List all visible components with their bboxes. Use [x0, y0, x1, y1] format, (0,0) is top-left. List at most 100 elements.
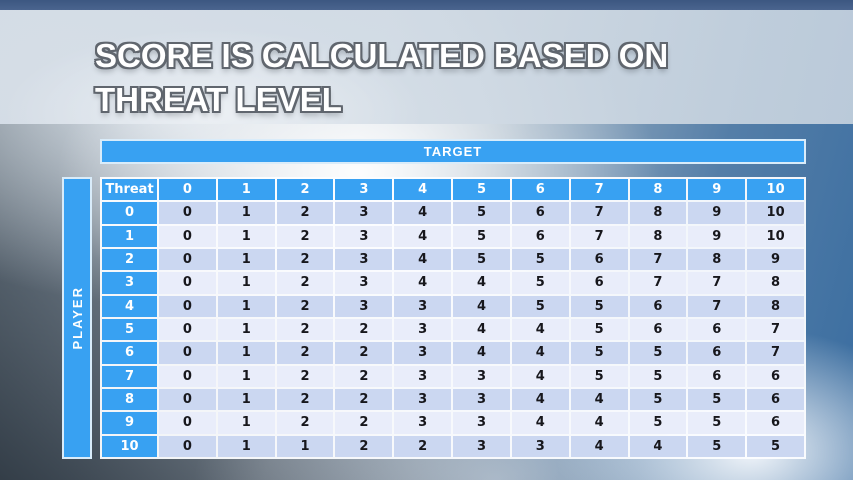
score-cell: 2: [335, 318, 393, 341]
score-cell: 3: [335, 295, 393, 317]
score-cell: 5: [511, 295, 569, 317]
score-cell: 5: [688, 412, 746, 434]
score-cell: 2: [276, 318, 334, 341]
score-cell: 2: [276, 412, 334, 434]
row-header-threat-7: 7: [102, 365, 157, 387]
score-cell: 6: [570, 272, 628, 294]
matrix-header-row: Threat 0 1 2 3 4 5 6 7 8 9 10: [102, 179, 804, 201]
row-header-threat-5: 5: [102, 318, 157, 341]
score-cell: 6: [688, 318, 746, 341]
score-cell: 4: [394, 225, 452, 247]
score-cell: 1: [217, 248, 275, 271]
score-cell: 6: [570, 248, 628, 271]
score-cell: 3: [453, 435, 510, 457]
score-cell: 8: [747, 295, 804, 317]
col-header-5: 5: [453, 179, 510, 201]
score-cell: 6: [511, 202, 569, 224]
score-cell: 5: [570, 365, 628, 387]
top-accent-strip: [0, 0, 853, 10]
score-cell: 4: [570, 435, 628, 457]
score-cell: 5: [511, 272, 569, 294]
score-cell: 1: [217, 272, 275, 294]
score-cell: 4: [394, 272, 452, 294]
col-header-2: 2: [276, 179, 334, 201]
col-header-1: 1: [217, 179, 275, 201]
score-cell: 3: [335, 202, 393, 224]
page-title-line-1: SCORE IS CALCULATED BASED ON: [95, 37, 669, 74]
col-header-9: 9: [688, 179, 746, 201]
row-header-threat-4: 4: [102, 295, 157, 317]
score-cell: 9: [688, 202, 746, 224]
score-cell: 8: [688, 248, 746, 271]
col-header-3: 3: [335, 179, 393, 201]
score-cell: 3: [335, 225, 393, 247]
score-cell: 3: [335, 272, 393, 294]
score-cell: 5: [570, 342, 628, 364]
score-cell: 1: [217, 295, 275, 317]
score-cell: 2: [276, 342, 334, 364]
score-cell: 1: [217, 388, 275, 411]
score-cell: 5: [629, 342, 687, 364]
score-cell: 7: [570, 202, 628, 224]
row-header-threat-8: 8: [102, 388, 157, 411]
score-cell: 6: [747, 388, 804, 411]
score-cell: 5: [747, 435, 804, 457]
table-row-threat-1: 1 0 1 2 3 4 5 6 7 8 9 10: [102, 225, 804, 247]
score-cell: 2: [276, 202, 334, 224]
score-cell: 5: [629, 412, 687, 434]
score-cell: 6: [629, 295, 687, 317]
score-cell: 0: [159, 435, 216, 457]
score-cell: 7: [747, 318, 804, 341]
score-cell: 5: [688, 435, 746, 457]
score-cell: 1: [217, 365, 275, 387]
score-cell: 5: [453, 225, 510, 247]
score-cell: 4: [511, 342, 569, 364]
score-cell: 4: [394, 202, 452, 224]
score-cell: 0: [159, 248, 216, 271]
score-cell: 6: [629, 318, 687, 341]
score-cell: 2: [276, 295, 334, 317]
score-cell: 8: [747, 272, 804, 294]
col-header-7: 7: [570, 179, 628, 201]
score-cell: 10: [747, 202, 804, 224]
target-header-label: TARGET: [423, 144, 483, 159]
score-cell: 5: [629, 365, 687, 387]
score-cell: 8: [629, 202, 687, 224]
score-cell: 1: [217, 412, 275, 434]
row-header-threat-3: 3: [102, 272, 157, 294]
row-header-threat-0: 0: [102, 202, 157, 224]
page-title-line-2: THREAT LEVEL: [95, 81, 342, 118]
score-cell: 4: [394, 248, 452, 271]
score-cell: 3: [394, 318, 452, 341]
score-cell: 1: [217, 225, 275, 247]
score-cell: 7: [629, 248, 687, 271]
target-header-bar: TARGET: [100, 139, 806, 164]
score-cell: 3: [453, 388, 510, 411]
score-cell: 0: [159, 225, 216, 247]
score-cell: 5: [570, 295, 628, 317]
score-cell: 8: [629, 225, 687, 247]
player-header-bar: PLAYER: [62, 177, 92, 459]
score-cell: 5: [629, 388, 687, 411]
score-cell: 4: [629, 435, 687, 457]
score-cell: 2: [335, 435, 393, 457]
score-cell: 2: [335, 412, 393, 434]
corner-header-cell: Threat: [102, 179, 157, 201]
score-cell: 4: [511, 388, 569, 411]
score-cell: 6: [688, 365, 746, 387]
score-cell: 0: [159, 365, 216, 387]
row-header-threat-2: 2: [102, 248, 157, 271]
score-cell: 4: [511, 318, 569, 341]
score-cell: 2: [276, 248, 334, 271]
score-cell: 9: [747, 248, 804, 271]
score-cell: 4: [453, 342, 510, 364]
score-cell: 6: [688, 342, 746, 364]
row-header-threat-1: 1: [102, 225, 157, 247]
score-cell: 1: [217, 202, 275, 224]
row-header-threat-10: 10: [102, 435, 157, 457]
score-cell: 1: [217, 435, 275, 457]
